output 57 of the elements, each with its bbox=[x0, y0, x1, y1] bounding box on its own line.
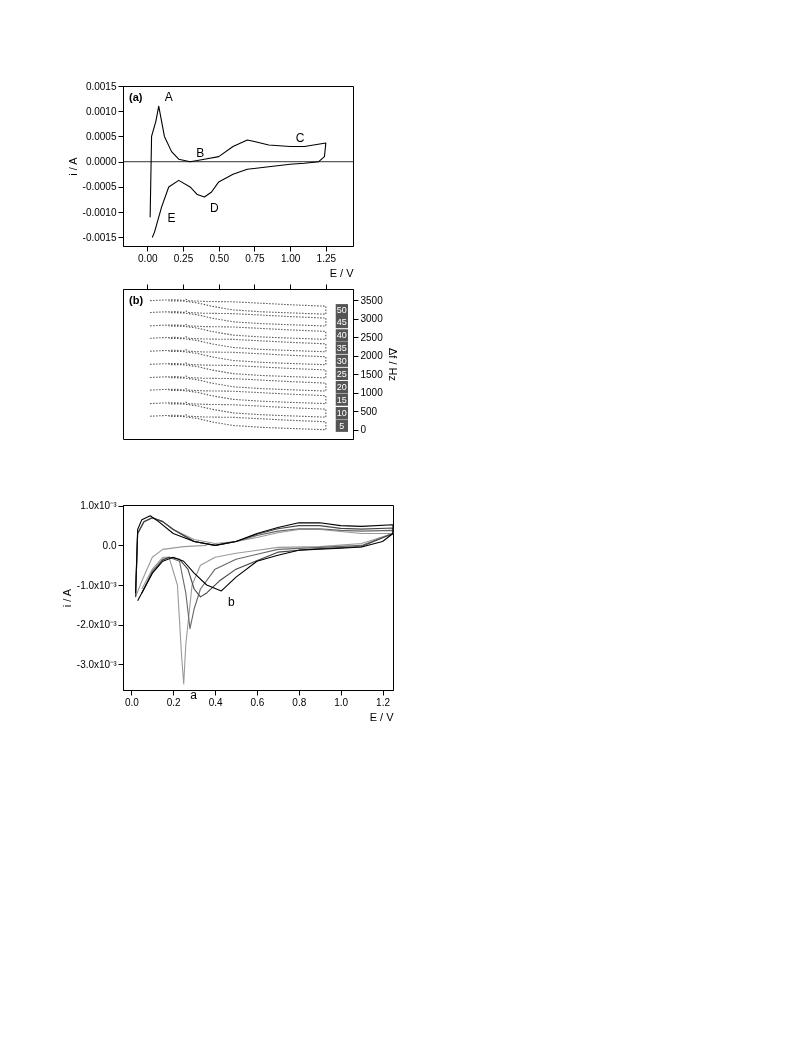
x-tick-label: 0.0 bbox=[124, 696, 140, 708]
x-tick-label: 0.6 bbox=[250, 696, 265, 708]
legend-label: 5 bbox=[339, 420, 345, 431]
x-tick-label: 0.50 bbox=[209, 252, 230, 264]
x-axis-title: E / V bbox=[369, 710, 395, 723]
y-tick-label: -0.0010 bbox=[82, 206, 117, 218]
y-tick-label: -0.0005 bbox=[82, 181, 117, 193]
legend-label: 40 bbox=[336, 330, 347, 341]
x-tick-label: 1.00 bbox=[280, 252, 301, 264]
series-label: 50 bbox=[336, 305, 347, 316]
y-tick-label: -3.0x10⁻³ bbox=[76, 658, 118, 670]
y-tick-label: -0.0015 bbox=[82, 231, 117, 243]
legend-label: 35 bbox=[336, 342, 347, 353]
y2-tick-label: 3500 bbox=[360, 294, 384, 306]
y-axis-title: i / A bbox=[66, 156, 79, 176]
x-tick-label: 0.4 bbox=[208, 696, 223, 708]
x-tick-label: 1.2 bbox=[376, 696, 391, 708]
y-tick-label: 1.0x10⁻³ bbox=[80, 500, 118, 512]
x-tick-label: 0.25 bbox=[173, 252, 194, 264]
y2-tick-label: 3000 bbox=[360, 313, 384, 325]
x-tick-label: 0.8 bbox=[292, 696, 307, 708]
x-tick-label: 0.00 bbox=[138, 252, 158, 264]
annotation: D bbox=[210, 201, 220, 216]
annotation: a bbox=[190, 688, 198, 703]
y2-tick-label: 0 bbox=[360, 424, 367, 436]
y-tick-label: 0.0010 bbox=[85, 105, 117, 117]
annotation: A bbox=[164, 90, 173, 105]
x-tick-label: 0.2 bbox=[166, 696, 182, 708]
annotation: C bbox=[295, 130, 305, 145]
annotation: b bbox=[228, 594, 236, 609]
y2-tick-label: 1000 bbox=[360, 387, 384, 399]
y2-tick-label: 2500 bbox=[360, 331, 384, 343]
legend-label: 25 bbox=[336, 368, 347, 379]
y-tick-label: 0.0005 bbox=[85, 130, 117, 142]
legend-label: 10 bbox=[336, 408, 347, 419]
legend-label: 20 bbox=[336, 382, 347, 393]
x-tick-label: 1.0 bbox=[334, 696, 349, 708]
y-tick-label: 0.0 bbox=[102, 539, 117, 551]
legend-label: 30 bbox=[336, 355, 347, 366]
y-tick-label: 0.0000 bbox=[85, 156, 117, 168]
annotation: B bbox=[196, 145, 205, 160]
y-tick-label: 0.0015 bbox=[85, 80, 117, 92]
x-tick-label: 0.75 bbox=[245, 252, 266, 264]
y2-axis-title: Δf / Hz bbox=[386, 347, 399, 382]
x-tick-label: 1.25 bbox=[316, 252, 337, 264]
legend-label: 45 bbox=[336, 317, 347, 328]
y-axis-title: i / A bbox=[60, 588, 73, 608]
y-tick-label: -2.0x10⁻³ bbox=[76, 619, 118, 631]
annotation: (b) bbox=[129, 294, 144, 306]
y-tick-label: -1.0x10⁻³ bbox=[76, 579, 118, 591]
x-axis-title: E / V bbox=[329, 266, 355, 279]
y2-tick-label: 500 bbox=[360, 405, 378, 417]
annotation: (a) bbox=[129, 91, 143, 103]
y2-tick-label: 2000 bbox=[360, 350, 384, 362]
legend-label: 15 bbox=[336, 394, 347, 405]
annotation: E bbox=[167, 211, 176, 226]
y2-tick-label: 1500 bbox=[360, 368, 384, 380]
